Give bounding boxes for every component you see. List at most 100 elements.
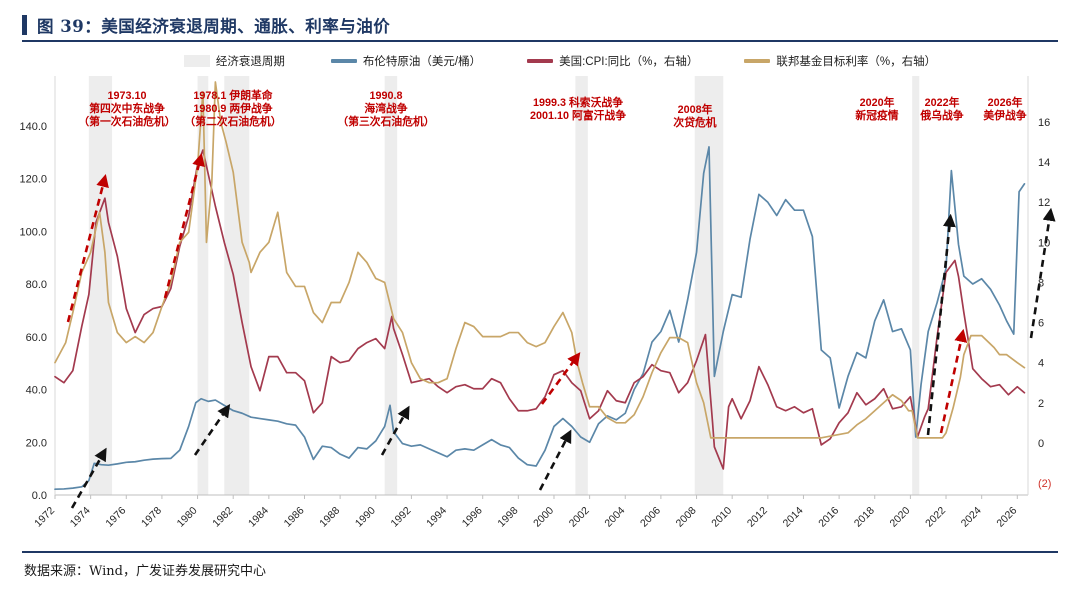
y-tick-label-0: 0.0 [32, 490, 47, 502]
recession-band-2 [224, 76, 250, 495]
annotation-covid-2020: 2020年 新冠疫情 [855, 97, 898, 123]
y-tick-label-3: 60.0 [26, 332, 47, 344]
x-tick-label-8: 1988 [317, 505, 342, 530]
x-tick-label-9: 1990 [353, 505, 378, 530]
legend-swatch-3 [744, 59, 771, 63]
x-tick-label-4: 1980 [175, 505, 200, 530]
chart-series [54, 81, 1026, 491]
x-tick-label-26: 2024 [959, 505, 984, 530]
x-tick-label-20: 2012 [745, 505, 770, 530]
annotation-us-iran-2026: 2026年 美伊战争 [983, 97, 1026, 123]
annotation-oil-crisis-1: 1973.10 第四次中东战争 （第一次石油危机） [78, 90, 175, 130]
y2-tick-label-1: 0 [1038, 438, 1044, 450]
chart-svg: 0.0 20.0 40.0 60.0 80.0 100.0 120.0 140.0 (2) 0 2 4… [19, 76, 1056, 530]
x-tick-label-3: 1978 [139, 505, 164, 530]
y2-tick-label-4: 6 [1038, 318, 1044, 330]
y-tick-label-4: 80.0 [26, 279, 47, 291]
annotation-line: 1980.9 两伊战争 [193, 103, 273, 116]
annotation-line: （第一次石油危机） [78, 116, 176, 129]
annotation-line: （第二次石油危机） [184, 116, 282, 129]
trend-arrows [66, 152, 1056, 509]
annotation-line: 次贷危机 [673, 117, 717, 130]
y2-tick-label-5: 8 [1038, 277, 1044, 289]
chart-axes [54, 76, 1029, 496]
x-tick-label-15: 2002 [567, 505, 592, 530]
legend-swatch-1 [330, 59, 357, 63]
annotation-line: 美伊战争 [983, 110, 1027, 123]
annotation-russia-ukraine-2022: 2022年 俄乌战争 [920, 97, 963, 123]
legend-item-0[interactable]: 经济衰退周期 [183, 53, 285, 69]
x-tick-label-22: 2016 [816, 505, 841, 530]
figure-label: 图 39： [37, 17, 102, 36]
axis-labels: 0.0 20.0 40.0 60.0 80.0 100.0 120.0 140.0 (2) 0 2 4… [19, 117, 1051, 530]
legend-label-3: 联邦基金目标利率（%，右轴） [776, 56, 937, 68]
arrow-1979-cpi [163, 152, 205, 299]
page-title: 图 39：美国经济衰退周期、通胀、利率与油价 [37, 13, 390, 37]
annotation-line: 俄乌战争 [920, 110, 964, 123]
y2-tick-label-8: 14 [1038, 157, 1050, 169]
x-tick-label-21: 2014 [781, 505, 806, 530]
legend-item-1[interactable]: 布伦特原油（美元/桶） [330, 53, 482, 69]
recession-band-0 [88, 76, 113, 495]
annotation-line: 2020年 [859, 97, 895, 109]
annotation-kosovo-afghan: 1999.3 科索沃战争 2001.10 阿富汗战争 [530, 97, 626, 123]
arrow-1973-cpi [66, 173, 109, 323]
x-tick-label-5: 1982 [210, 505, 235, 530]
recession-band-3 [384, 76, 398, 495]
x-tick-label-18: 2008 [674, 505, 699, 530]
arrow-1999-cpi [540, 352, 581, 405]
annotation-line: 2022年 [924, 97, 960, 109]
x-tick-label-7: 1986 [282, 505, 307, 530]
y-tick-label-5: 100.0 [19, 226, 47, 238]
annotation-line: 1978.1 伊朗革命 [193, 90, 273, 102]
x-tick-label-2: 1976 [103, 505, 128, 530]
chart-legend: 经济衰退周期 布伦特原油（美元/桶） 美国:CPI:同比（%，右轴） 联邦基金目标利率… [0, 50, 1080, 72]
figure-title-bar: 图 39：美国经济衰退周期、通胀、利率与油价 [22, 8, 1058, 42]
y2-tick-label-6: 10 [1038, 237, 1050, 249]
arrow-1999-oil [538, 429, 572, 491]
y2-tick-label-2: 2 [1038, 398, 1044, 410]
annotation-oil-crisis-3: 1990.8 海湾战争 （第三次石油危机） [337, 90, 434, 130]
annotation-line: （第三次石油危机） [337, 116, 435, 129]
annotation-line: 1990.8 [369, 90, 403, 102]
legend-label-0: 经济衰退周期 [215, 56, 285, 68]
plot-area: 0.0 20.0 40.0 60.0 80.0 100.0 120.0 140.0 (2) 0 2 4… [0, 72, 1080, 550]
legend-label-2: 美国:CPI:同比（%，右轴） [559, 56, 699, 68]
y2-tick-label-3: 4 [1038, 358, 1044, 370]
annotation-line: 2008年 [677, 104, 713, 116]
x-tick-label-24: 2020 [888, 505, 913, 530]
y-tick-label-2: 40.0 [26, 385, 47, 397]
y2-tick-label-9: 16 [1038, 117, 1050, 129]
legend-item-2[interactable]: 美国:CPI:同比（%，右轴） [527, 53, 698, 69]
arrow-2021-cpi [939, 328, 968, 434]
source-note: 数据来源：Wind，广发证券发展研究中心 [24, 564, 266, 579]
x-tick-label-14: 2000 [531, 505, 556, 530]
annotation-oil-crisis-2: 1978.1 伊朗革命 1980.9 两伊战争 （第二次石油危机） [184, 90, 281, 130]
legend-item-3[interactable]: 联邦基金目标利率（%，右轴） [744, 53, 936, 69]
x-tick-label-11: 1994 [424, 505, 449, 530]
series-line-2 [54, 81, 1026, 439]
series-line-1 [54, 149, 1026, 470]
y2-tick-label-7: 12 [1038, 197, 1050, 209]
legend-swatch-0 [183, 55, 210, 67]
x-tick-label-25: 2022 [923, 505, 948, 530]
annotation-line: 1973.10 [107, 90, 147, 102]
annotation-line: 2001.10 阿富汗战争 [529, 110, 627, 123]
x-tick-label-17: 2006 [638, 505, 663, 530]
legend-swatch-2 [527, 59, 554, 63]
figure-title: 美国经济衰退周期、通胀、利率与油价 [101, 17, 391, 36]
footer-divider [22, 551, 1058, 553]
x-tick-label-1: 1974 [68, 505, 93, 530]
title-divider [22, 40, 1058, 42]
annotation-line: 新冠疫情 [855, 110, 899, 123]
x-tick-label-19: 2010 [709, 505, 734, 530]
y-tick-label-1: 20.0 [26, 437, 47, 449]
recession-band-6 [912, 76, 920, 495]
x-tick-label-23: 2018 [852, 505, 877, 530]
annotation-line: 第四次中东战争 [89, 103, 165, 116]
x-tick-label-13: 1998 [495, 505, 520, 530]
arrow-1979-oil [193, 404, 231, 456]
legend-label-1: 布伦特原油（美元/桶） [362, 56, 482, 68]
y2-tick-label-0: (2) [1038, 478, 1051, 490]
